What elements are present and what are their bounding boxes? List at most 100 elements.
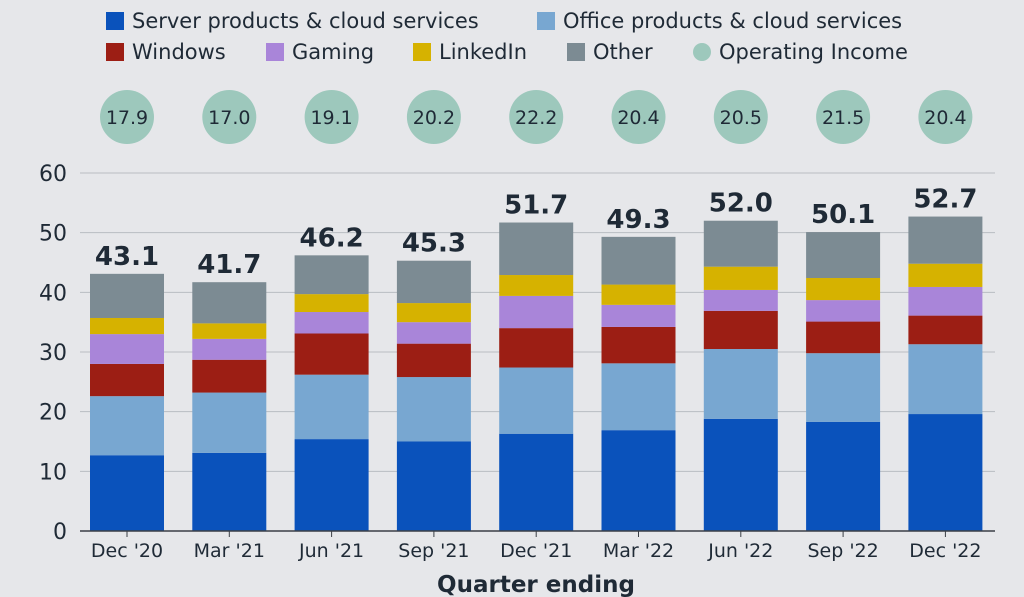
operating-income-value: 17.0 [208,107,250,129]
operating-income-marker: 17.0 [202,90,257,144]
operating-income-circle [406,90,461,144]
bar-segment-other [601,236,676,285]
operating-income-row: 17.9 17.0 19.1 20.2 22.2 20.4 20.5 21.5 20.4 [100,90,973,144]
x-axis: Dec '20 Mar '21 Jun '21 Sep '21 Dec '21 Mar '… [80,530,995,562]
bar-segment-other [703,220,778,267]
operating-income-marker: 20.2 [406,90,461,144]
x-tick-label: Sep '21 [398,540,469,562]
legend-item-operating-income: Operating Income [693,40,908,64]
legend-swatch [413,43,431,61]
bar-segment-server-products-and-cloud-services [908,414,983,531]
y-tick-label: 0 [53,520,67,545]
y-tick-label: 60 [39,162,67,187]
bar-segment-office-products-and-cloud-services [294,374,369,440]
y-axis: 0 10 20 30 40 50 60 [39,162,67,545]
legend-label: Server products & cloud services [132,9,479,33]
bar-segment-linkedin [90,317,164,335]
y-tick-label: 40 [39,281,67,306]
bar-segment-other [294,255,369,295]
x-tick-label: Mar '21 [194,540,265,562]
legend-item-server-products-and-cloud-services: Server products & cloud services [106,9,479,33]
bar-segment-linkedin [294,294,369,313]
bar-segment-server-products-and-cloud-services [192,452,267,531]
bar-segment-gaming [908,286,983,316]
bar-segment-linkedin [396,303,471,323]
operating-income-marker: 20.5 [713,90,768,144]
bar-stack-sep-22 [806,232,881,531]
operating-income-value: 20.4 [617,107,659,129]
bar-segment-windows [703,310,778,350]
legend-label: Office products & cloud services [563,9,902,33]
x-tick-label: Jun '21 [298,540,364,562]
bar-segment-server-products-and-cloud-services [499,433,574,531]
operating-income-marker: 20.4 [918,90,973,144]
y-tick-label: 10 [39,460,67,485]
bar-segment-office-products-and-cloud-services [703,349,778,419]
bar-segment-windows [601,326,676,364]
bar-segment-server-products-and-cloud-services [90,455,164,531]
bar-segment-office-products-and-cloud-services [601,363,676,431]
operating-income-marker: 21.5 [816,90,871,144]
bar-segment-gaming [703,289,778,311]
bar-total-label: 49.3 [606,205,670,235]
bar-stack-dec-22 [908,216,983,531]
operating-income-circle [509,90,564,144]
bar-segment-gaming [601,304,676,327]
operating-income-marker: 19.1 [304,90,359,144]
legend-item-windows: Windows [106,40,226,64]
bar-segment-windows [806,321,881,354]
x-tick-label: Dec '22 [909,540,981,562]
bar-segment-windows [294,333,369,375]
bar-segment-windows [908,315,983,345]
legend-swatch [266,43,284,61]
legend-item-gaming: Gaming [266,40,374,64]
operating-income-circle [100,90,154,144]
bar-segment-windows [90,363,164,397]
legend-swatch [537,12,555,30]
operating-income-value: 20.2 [413,107,455,129]
bar-segment-office-products-and-cloud-services [908,344,983,415]
bar-segment-server-products-and-cloud-services [294,439,369,531]
bar-segment-gaming [192,338,267,360]
operating-income-value: 20.4 [924,107,966,129]
y-tick-label: 50 [39,222,67,247]
x-tick-label: Mar '22 [603,540,674,562]
x-tick-label: Jun '22 [707,540,773,562]
operating-income-circle [816,90,871,144]
x-tick-label: Dec '20 [91,540,163,562]
legend-label: LinkedIn [439,40,527,64]
operating-income-circle [918,90,973,144]
bar-stack-sep-21 [396,260,471,531]
bar-segment-other [499,222,574,276]
bar-segment-other [908,216,983,264]
bar-total-label: 52.7 [913,185,977,215]
bar-segment-other [396,260,471,304]
bar-total-label: 50.1 [811,200,875,230]
bar-stack-mar-21 [192,282,267,531]
legend-label: Gaming [292,40,374,64]
bar-segment-server-products-and-cloud-services [396,441,471,531]
bar-segment-server-products-and-cloud-services [601,430,676,531]
bar-segment-gaming [806,300,881,322]
operating-income-marker: 20.4 [611,90,666,144]
legend-item-linkedin: LinkedIn [413,40,527,64]
bar-segment-office-products-and-cloud-services [499,367,574,434]
legend-swatch [106,12,124,30]
operating-income-circle [713,90,768,144]
bar-segment-linkedin [908,263,983,287]
legend-swatch [567,43,585,61]
bar-segment-other [90,273,164,318]
legend: Server products & cloud services Office p… [106,9,908,64]
bar-segment-linkedin [192,323,267,339]
bar-total-label: 41.7 [197,250,261,280]
bar-segment-windows [499,328,574,368]
bar-segment-office-products-and-cloud-services [192,392,267,453]
legend-label: Windows [132,40,226,64]
bar-segment-office-products-and-cloud-services [90,396,164,456]
bar-stack-mar-22 [601,236,676,531]
bar-segment-other [806,232,881,279]
legend-label: Operating Income [719,40,908,64]
total-labels: 43.1 41.7 46.2 45.3 51.7 49.3 52.0 50.1 52.7 [95,185,978,281]
bar-segment-windows [192,359,267,393]
operating-income-circle [202,90,257,144]
